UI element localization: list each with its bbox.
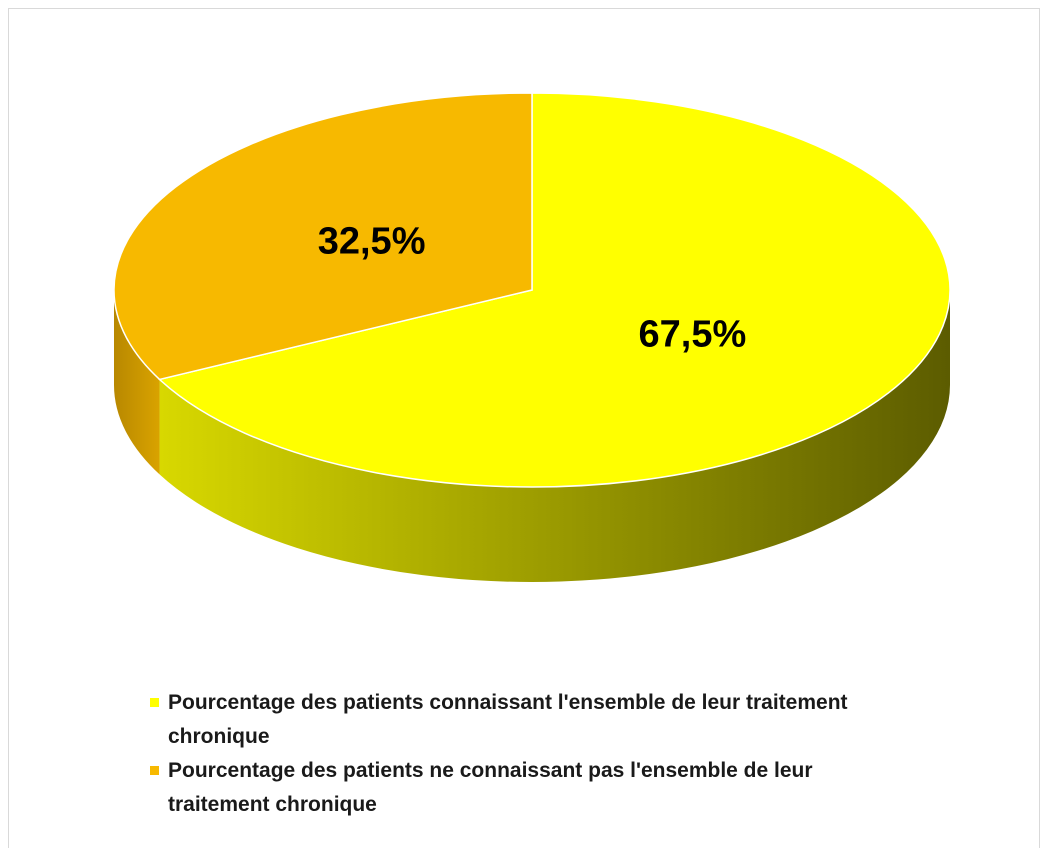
pie-slice xyxy=(158,92,951,488)
legend: Pourcentage des patients connaissant l'e… xyxy=(150,686,910,822)
slice-side xyxy=(159,290,951,582)
legend-item: Pourcentage des patients ne connaissant … xyxy=(150,754,910,822)
data-label: 32,5% xyxy=(318,221,426,263)
legend-swatch xyxy=(150,698,159,707)
data-label: 67,5% xyxy=(639,313,747,355)
legend-item: Pourcentage des patients connaissant l'e… xyxy=(150,686,910,754)
legend-label: Pourcentage des patients connaissant l'e… xyxy=(168,691,848,748)
chart-frame xyxy=(8,8,1040,848)
legend-label: Pourcentage des patients ne connaissant … xyxy=(168,759,813,816)
pie-slice xyxy=(113,92,533,381)
legend-swatch xyxy=(150,766,159,775)
